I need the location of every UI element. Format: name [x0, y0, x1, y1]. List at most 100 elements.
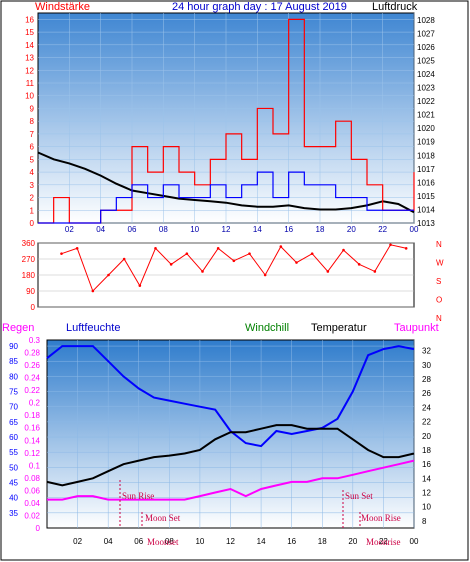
temperature-tick-label: 28	[422, 375, 431, 384]
wind-axis-label: Windstärke	[35, 1, 90, 13]
wind-tick-label: 14	[25, 41, 34, 50]
wind-direction-point	[295, 261, 298, 264]
time-tick-label: 16	[287, 537, 296, 546]
rain-label: Regen	[2, 322, 34, 334]
moonrise-axis-annotation: Moonrise	[366, 537, 401, 547]
compass-label: O	[436, 296, 442, 305]
rain-tick-label: 0.28	[24, 349, 40, 358]
humidity-tick-label: 50	[9, 463, 18, 472]
time-tick-label: 12	[222, 225, 231, 234]
temperature-tick-label: 26	[422, 389, 431, 398]
humidity-tick-label: 70	[9, 403, 18, 412]
wind-direction-point	[326, 270, 330, 273]
wind-tick-label: 1	[30, 206, 35, 215]
dewpoint-label: Taupunkt	[394, 322, 439, 334]
humidity-tick-label: 80	[9, 372, 18, 381]
rain-tick-label: 0.26	[24, 361, 40, 370]
pressure-tick-label: 1024	[417, 70, 435, 79]
compass-label: W	[436, 259, 444, 268]
pressure-tick-label: 1018	[417, 151, 435, 160]
humidity-tick-label: 55	[9, 448, 18, 457]
pressure-tick-label: 1025	[417, 56, 435, 65]
humidity-tick-label: 75	[9, 388, 18, 397]
pressure-tick-label: 1015	[417, 192, 435, 201]
sun-set-annotation: Sun Set	[345, 491, 373, 501]
humidity-tick-label: 40	[9, 494, 18, 503]
temperature-tick-label: 30	[422, 361, 431, 370]
wind-direction-grid	[38, 242, 414, 308]
wind-pressure-ticks: 0123456789101112131415161013101410151016…	[25, 15, 435, 234]
wind-tick-label: 12	[25, 66, 34, 75]
temperature-tick-label: 18	[422, 446, 431, 455]
direction-tick-label: 90	[26, 287, 35, 296]
time-tick-label: 10	[190, 225, 199, 234]
moonset-axis-annotation: Moonset	[147, 537, 179, 547]
temperature-tick-label: 32	[422, 347, 431, 356]
time-tick-label: 14	[253, 225, 262, 234]
wind-direction-point	[122, 257, 126, 261]
humidity-tick-label: 65	[9, 418, 18, 427]
wind-tick-label: 11	[26, 79, 35, 88]
wind-tick-label: 2	[30, 194, 35, 203]
time-tick-label: 08	[165, 537, 174, 546]
time-tick-label: 14	[257, 537, 266, 546]
wind-direction-series	[60, 243, 408, 293]
temperature-tick-label: 20	[422, 432, 431, 441]
direction-tick-label: 270	[22, 255, 36, 264]
humidity-series-line	[46, 345, 415, 448]
temperature-tick-label: 8	[422, 517, 427, 526]
wind-direction-point	[310, 252, 314, 255]
pressure-tick-label: 1027	[417, 29, 435, 38]
temperature-tick-label: 10	[422, 503, 431, 512]
compass-label: N	[436, 314, 442, 323]
wind-tick-label: 15	[25, 28, 34, 37]
gust-series-line	[38, 171, 414, 224]
rain-tick-label: 0.3	[29, 336, 41, 345]
wind-tick-label: 3	[30, 181, 35, 190]
rain-tick-label: 0.08	[24, 474, 40, 483]
pressure-tick-label: 1023	[417, 84, 435, 93]
time-tick-label: 06	[128, 225, 137, 234]
compass-label: N	[436, 240, 442, 249]
wind-direction-point	[91, 289, 95, 293]
wind-direction-point	[404, 247, 408, 250]
rain-tick-label: 0	[36, 524, 41, 533]
time-tick-label: 20	[347, 225, 356, 234]
temperature-tick-label: 16	[422, 460, 431, 469]
direction-tick-label: 360	[22, 239, 36, 248]
wind-tick-label: 8	[30, 117, 35, 126]
wind-direction-point	[342, 248, 345, 252]
temperature-tick-label: 12	[422, 489, 431, 498]
rain-tick-label: 0.04	[24, 499, 40, 508]
rain-tick-label: 0.02	[24, 511, 40, 520]
temperature-tick-label: 24	[422, 403, 431, 412]
time-tick-label: 20	[348, 537, 357, 546]
time-tick-label: 04	[96, 225, 105, 234]
wind-direction-point	[75, 247, 79, 250]
time-tick-label: 00	[410, 537, 419, 546]
rain-tick-label: 0.14	[24, 436, 40, 445]
pressure-tick-label: 1014	[417, 205, 435, 214]
wind-direction-point	[216, 247, 220, 250]
wind-tick-label: 6	[30, 143, 35, 152]
dewpoint-series-line	[47, 459, 415, 501]
wind-direction-point	[107, 273, 110, 277]
pressure-tick-label: 1020	[417, 124, 435, 133]
time-tick-label: 22	[379, 537, 388, 546]
temperature-tick-label: 14	[422, 474, 431, 483]
time-tick-label: 00	[410, 225, 419, 234]
rain-tick-label: 0.18	[24, 411, 40, 420]
pressure-tick-label: 1019	[417, 138, 435, 147]
time-tick-label: 08	[159, 225, 168, 234]
wind-pressure-series	[37, 18, 415, 224]
temperature-series-line	[46, 424, 415, 487]
wind-tick-label: 10	[25, 92, 34, 101]
wind-direction-point	[138, 284, 142, 287]
rain-tick-label: 0.22	[24, 386, 40, 395]
time-tick-label: 18	[316, 225, 325, 234]
compass-label: S	[436, 277, 441, 286]
rain-tick-label: 0.06	[24, 486, 40, 495]
wind-direction-point	[389, 243, 392, 247]
